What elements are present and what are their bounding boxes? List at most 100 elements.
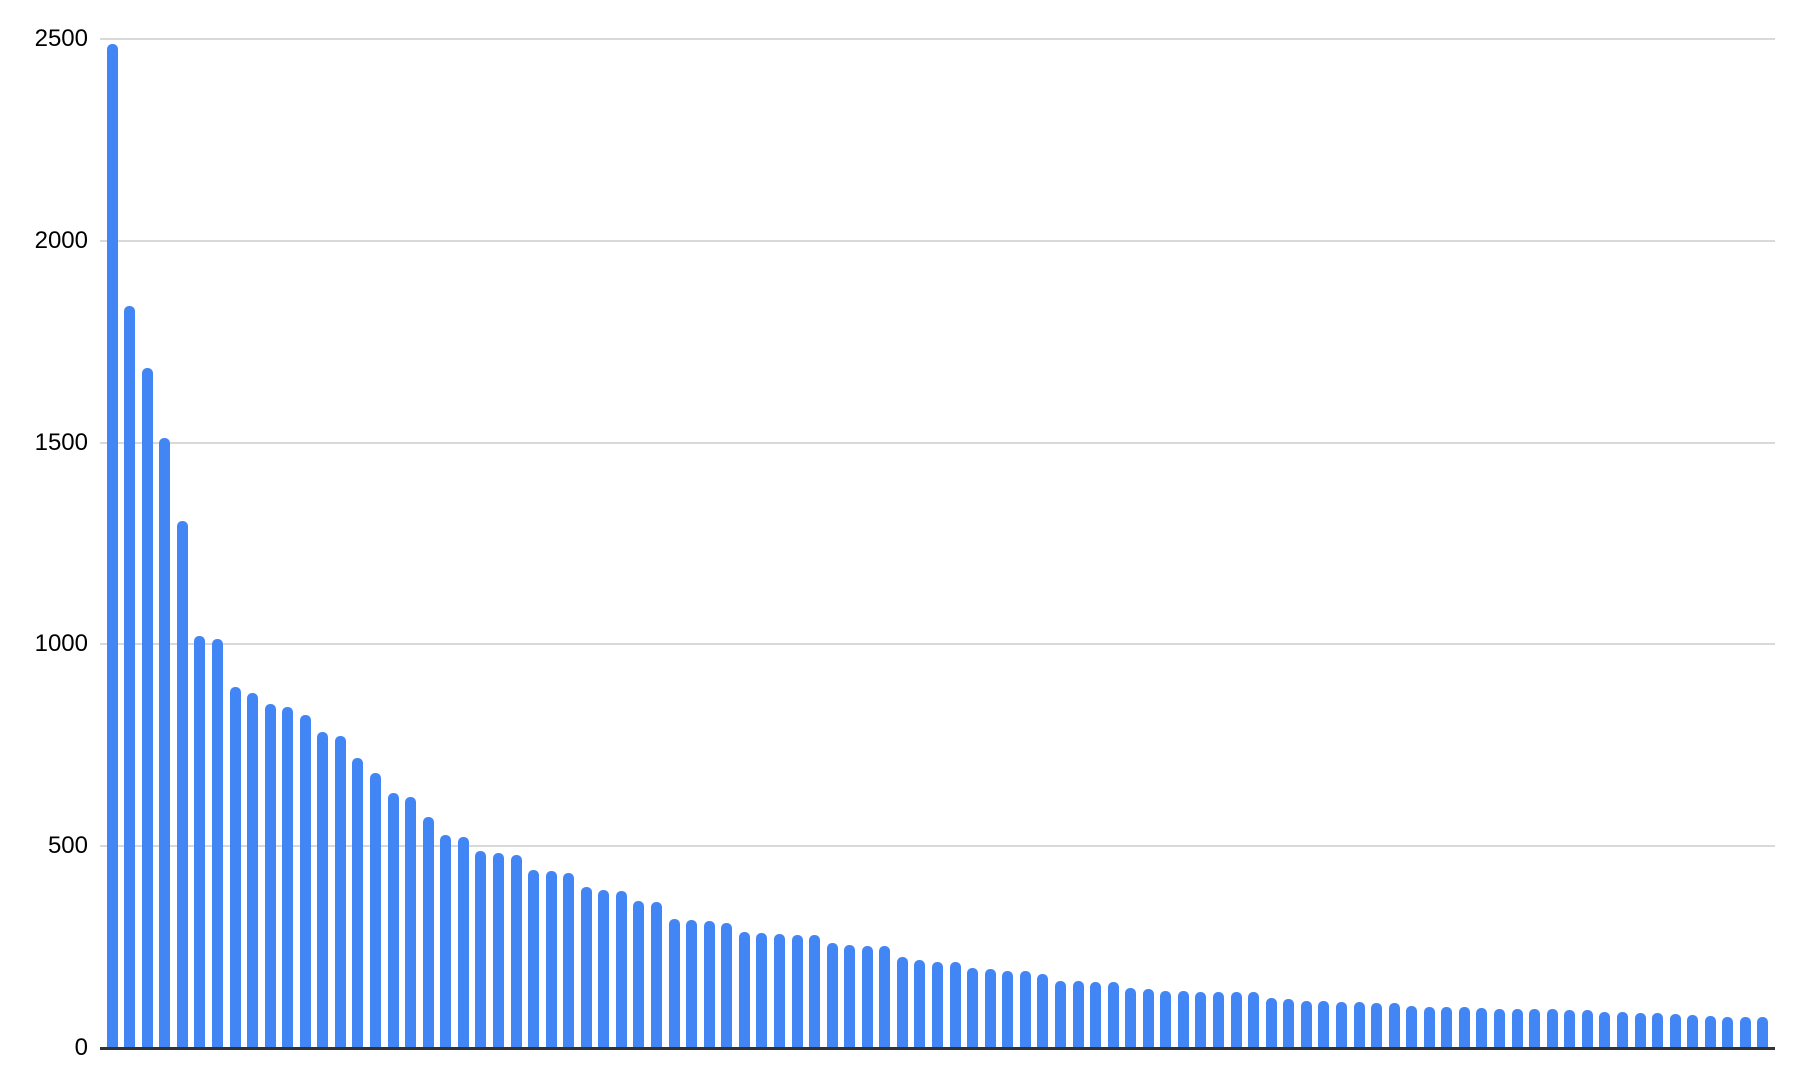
y-axis-tick-label: 2500 xyxy=(34,25,88,52)
bar xyxy=(1599,1011,1611,1048)
bar xyxy=(1458,1007,1470,1048)
bar xyxy=(545,871,557,1048)
bar xyxy=(1722,1016,1734,1048)
bar xyxy=(1529,1009,1541,1048)
bar xyxy=(1652,1013,1664,1048)
gridline-2500 xyxy=(100,38,1775,40)
plot-area xyxy=(100,38,1775,1048)
bar xyxy=(159,437,171,1048)
bar xyxy=(1757,1017,1769,1048)
bar xyxy=(791,934,803,1048)
bar xyxy=(492,853,504,1048)
y-axis-tick-label: 500 xyxy=(47,832,88,860)
bar xyxy=(282,706,294,1048)
bar xyxy=(1669,1014,1681,1048)
bar xyxy=(317,732,329,1048)
bar xyxy=(1406,1006,1418,1048)
bar xyxy=(457,837,469,1048)
bar xyxy=(686,920,698,1048)
bar xyxy=(106,43,118,1048)
bar xyxy=(1177,991,1189,1048)
bar xyxy=(703,921,715,1048)
bar xyxy=(633,901,645,1048)
gridline-2000 xyxy=(100,239,1775,242)
bar xyxy=(879,946,891,1048)
bar xyxy=(405,796,417,1048)
bar xyxy=(914,960,926,1048)
bar xyxy=(967,967,979,1048)
bar xyxy=(299,714,311,1048)
bar xyxy=(932,961,943,1048)
bar xyxy=(721,923,733,1048)
bar xyxy=(264,704,276,1048)
bar xyxy=(1283,999,1295,1048)
bar xyxy=(1318,1001,1330,1048)
bar xyxy=(1616,1012,1628,1048)
bar xyxy=(1687,1015,1699,1048)
bar xyxy=(1160,990,1172,1048)
gridline-1000 xyxy=(100,643,1775,646)
bar xyxy=(211,639,223,1048)
bar xyxy=(1546,1009,1558,1048)
bar xyxy=(1300,1000,1312,1048)
bar xyxy=(756,932,768,1048)
bar xyxy=(1054,980,1066,1048)
bar xyxy=(1142,989,1154,1048)
bar xyxy=(1213,991,1224,1048)
bar xyxy=(194,636,206,1048)
bar xyxy=(1248,992,1260,1048)
bar xyxy=(809,935,821,1048)
bar xyxy=(1072,981,1084,1048)
bar xyxy=(896,957,908,1048)
bar xyxy=(773,933,785,1048)
bar xyxy=(826,943,838,1048)
bar xyxy=(440,834,452,1048)
bar xyxy=(861,945,873,1048)
bar xyxy=(1581,1010,1593,1048)
bar xyxy=(1265,997,1277,1048)
bar xyxy=(1353,1002,1365,1048)
bar xyxy=(1441,1006,1453,1048)
bar xyxy=(1230,991,1242,1048)
bar xyxy=(1511,1008,1523,1048)
bar xyxy=(247,692,259,1048)
bar xyxy=(1494,1008,1505,1048)
bar xyxy=(1704,1016,1716,1048)
bar xyxy=(598,890,610,1048)
bar xyxy=(528,870,540,1048)
bar xyxy=(563,872,575,1048)
y-axis-tick-label: 1500 xyxy=(34,428,88,456)
bar xyxy=(580,886,592,1048)
bar xyxy=(370,772,381,1048)
x-axis-line xyxy=(100,1047,1775,1050)
bar xyxy=(1564,1009,1576,1048)
bar xyxy=(1423,1006,1435,1048)
bar xyxy=(334,736,346,1048)
bar xyxy=(475,851,487,1048)
bar xyxy=(949,962,961,1048)
gridline-1500 xyxy=(100,441,1775,444)
bar xyxy=(1388,1003,1400,1048)
y-axis-tick-label: 1000 xyxy=(34,630,88,658)
bar xyxy=(651,902,662,1048)
bar xyxy=(352,758,364,1048)
bar xyxy=(1019,971,1031,1048)
bar xyxy=(1476,1008,1488,1048)
bar xyxy=(1037,974,1049,1048)
bar xyxy=(1107,982,1119,1048)
bar xyxy=(1634,1012,1646,1048)
bar xyxy=(422,817,434,1048)
bar xyxy=(124,306,136,1048)
bar xyxy=(1335,1001,1347,1048)
bar xyxy=(615,891,627,1048)
bar xyxy=(387,792,399,1048)
bar xyxy=(229,686,241,1048)
bar xyxy=(668,918,680,1048)
bar xyxy=(510,855,522,1048)
bar xyxy=(844,944,856,1048)
gridline-500 xyxy=(100,845,1775,848)
y-axis-tick-label: 2000 xyxy=(34,226,88,254)
bar xyxy=(984,968,996,1048)
bar xyxy=(1090,981,1102,1048)
